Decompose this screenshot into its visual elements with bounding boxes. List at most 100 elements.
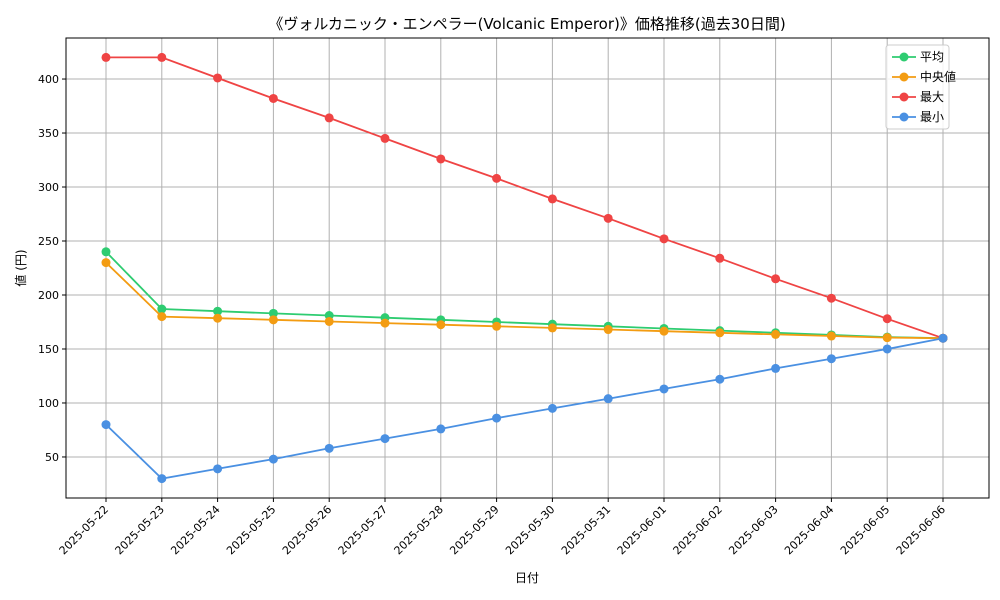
data-point [101,258,111,268]
x-tick-label: 2025-05-26 [280,503,334,557]
data-point [268,454,278,464]
x-tick-label: 2025-05-22 [57,503,111,557]
data-point [101,52,111,62]
plot-area [65,37,990,499]
data-point [324,113,334,123]
legend-label: 平均 [920,50,944,64]
data-point [101,247,111,257]
data-point [324,443,334,453]
data-point [492,413,502,423]
x-tick-label: 2025-06-02 [671,503,725,557]
series-3 [101,333,948,484]
legend-box [885,44,950,130]
data-point [436,424,446,434]
data-point [157,474,167,484]
data-point [324,316,334,326]
series-line [105,337,944,480]
legend-item: 最小 [892,110,944,124]
series-line [105,251,944,340]
series-line [105,261,944,340]
x-tick-label: 2025-06-04 [782,503,836,557]
data-point [380,318,390,328]
x-tick-label: 2025-06-05 [838,503,892,557]
data-point [715,374,725,384]
legend-label: 中央値 [920,69,956,84]
x-tick-label: 2025-05-24 [168,503,222,557]
y-axis-label: 値 (円) [13,249,28,286]
data-point [771,329,781,339]
data-point [882,333,892,343]
x-axis: 2025-05-22 2025-05-23 2025-05-24 2025-05-25… [57,498,948,557]
y-tick-label: 300 [38,181,59,194]
data-point [771,274,781,284]
x-tick-label: 2025-05-30 [503,503,557,557]
data-point [380,434,390,444]
series-layer [101,52,948,484]
y-tick-label: 100 [38,397,59,410]
y-tick-label: 400 [38,73,59,86]
data-point [492,173,502,183]
data-point [603,394,613,404]
x-tick-label: 2025-06-01 [615,503,669,557]
data-point [659,326,669,336]
data-point [268,308,278,318]
x-tick-label: 2025-05-31 [559,503,613,557]
x-tick-label: 2025-06-06 [894,503,948,557]
data-point [715,328,725,338]
x-tick-label: 2025-05-27 [336,503,390,557]
data-point [715,253,725,263]
x-tick-label: 2025-05-29 [447,503,501,557]
data-point [436,154,446,164]
data-point [882,314,892,324]
data-point [547,323,557,333]
y-tick-label: 350 [38,127,59,140]
y-axis: 50 100 150 200 250 300 350 400 [38,73,66,464]
series-2 [101,52,948,343]
legend-swatch-marker [899,112,909,122]
legend-item: 最大 [892,90,944,104]
chart-title: 《ヴォルカニック・エンペラー(Volcanic Emperor)》価格推移(過去… [268,15,785,33]
legend-label: 最小 [920,110,944,124]
data-point [380,133,390,143]
y-tick-label: 50 [45,451,59,464]
data-point [826,293,836,303]
grid [66,38,989,498]
data-point [603,325,613,335]
x-tick-label: 2025-05-28 [392,503,446,557]
data-point [157,52,167,62]
y-tick-label: 150 [38,343,59,356]
data-point [213,306,223,316]
x-tick-label: 2025-05-25 [224,503,278,557]
legend-swatch-marker [899,52,909,62]
data-point [157,304,167,314]
legend-swatch-marker [899,92,909,102]
data-point [659,384,669,394]
data-point [157,312,167,322]
data-point [547,194,557,204]
y-tick-label: 200 [38,289,59,302]
data-point [268,315,278,325]
data-point [213,464,223,474]
legend-swatch-marker [899,72,909,82]
series-1 [101,258,948,343]
data-point [436,320,446,330]
legend-item: 中央値 [892,69,956,84]
data-point [603,213,613,223]
data-point [882,344,892,354]
x-tick-label: 2025-05-23 [113,503,167,557]
data-point [826,354,836,364]
data-point [213,313,223,323]
data-point [268,93,278,103]
x-tick-label: 2025-06-03 [726,503,780,557]
data-point [659,234,669,244]
data-point [826,331,836,341]
data-point [771,363,781,373]
x-axis-label: 日付 [515,571,539,585]
data-point [492,321,502,331]
series-line [106,56,944,340]
y-tick-label: 250 [38,235,59,248]
data-point [938,333,948,343]
data-point [547,403,557,413]
